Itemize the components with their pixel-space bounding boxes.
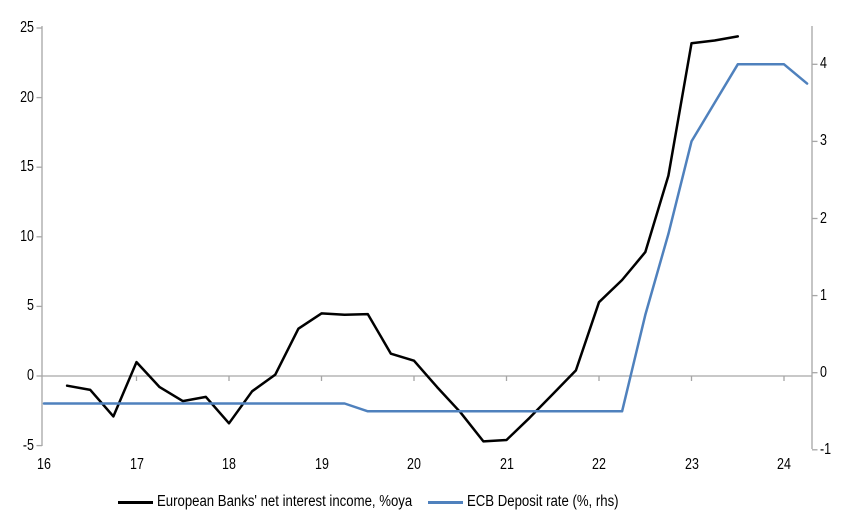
x-axis-tick-label: 17 [129, 456, 144, 473]
left-axis-tick-label: 0 [27, 367, 34, 384]
right-axis-tick-label: 0 [820, 363, 827, 381]
nii-legend-label: European Banks' net interest income, %oy… [157, 493, 413, 510]
nii-line-series [65, 35, 740, 443]
left-axis-tick-label: 25 [20, 19, 34, 36]
right-axis-tick-label: 3 [820, 132, 827, 150]
left-axis-tick-label: 5 [27, 297, 34, 315]
right-axis-tick-label: 2 [820, 209, 827, 227]
x-axis-tick-label: 22 [592, 456, 606, 473]
x-axis-tick-label: 16 [37, 456, 51, 473]
left-axis-tick-label: -5 [22, 436, 34, 454]
x-axis-tick-label: 20 [407, 456, 421, 473]
left-axis-tick-label: 10 [20, 227, 34, 245]
x-axis-tick-label: 21 [499, 456, 514, 473]
x-axis-tick-label: 23 [684, 456, 699, 473]
x-axis-tick-label: 18 [222, 456, 236, 473]
x-axis-tick-label: 24 [777, 456, 791, 473]
left-axis-tick-label: 20 [20, 88, 34, 106]
nii-legend-swatch-line [118, 501, 153, 504]
rate-legend-swatch-line [428, 501, 463, 504]
right-axis-tick-label: 1 [820, 286, 827, 304]
rate-legend-label: ECB Deposit rate (%, rhs) [467, 493, 619, 510]
deposit-rate-line-series [42, 63, 809, 413]
x-axis-tick-label: 19 [314, 456, 329, 473]
right-axis-tick-label: -1 [820, 440, 832, 458]
left-axis-tick-label: 15 [20, 158, 34, 176]
right-axis-tick-label: 4 [820, 55, 827, 73]
